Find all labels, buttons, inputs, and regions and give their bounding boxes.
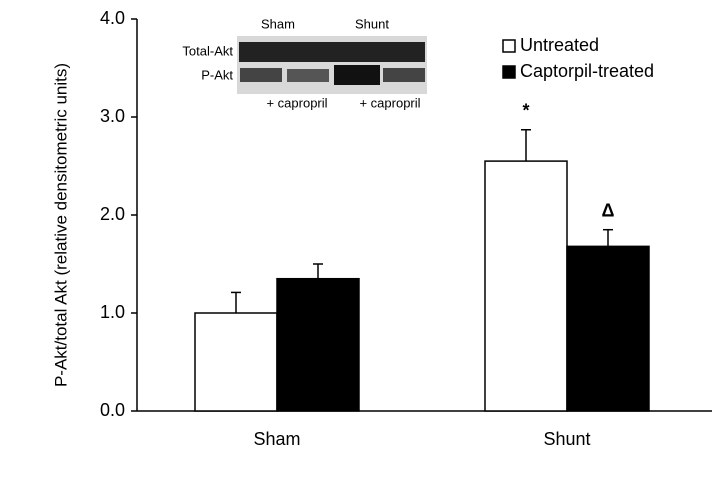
inset-blot <box>237 36 427 94</box>
bar <box>194 312 278 412</box>
legend-label: Captorpil-treated <box>520 61 654 81</box>
y-axis-label: P-Akt/total Akt (relative densitometric … <box>51 63 70 387</box>
x-tick-label: Sham <box>253 429 300 449</box>
annotation: Δ <box>602 200 615 220</box>
blot-band <box>287 69 329 82</box>
legend-swatch <box>502 65 516 79</box>
annotation: * <box>522 100 529 120</box>
blot-band <box>239 42 425 62</box>
y-tick-label: 3.0 <box>100 106 125 126</box>
inset-row-label: P-Akt <box>201 67 233 82</box>
y-tick-label: 0.0 <box>100 400 125 420</box>
y-tick-label: 2.0 <box>100 204 125 224</box>
x-tick-label: Shunt <box>543 429 590 449</box>
inset-treatment-label: + capropril <box>359 95 420 110</box>
inset-column-label: Sham <box>261 16 295 31</box>
inset-column-label: Shunt <box>355 16 389 31</box>
bar <box>484 160 568 412</box>
blot-band <box>383 68 425 82</box>
inset-row-label: Total-Akt <box>182 43 233 58</box>
legend-label: Untreated <box>520 35 599 55</box>
bar <box>276 277 360 412</box>
legend-swatch <box>502 39 516 53</box>
inset-treatment-label: + capropril <box>266 95 327 110</box>
blot-band <box>334 65 380 85</box>
y-tick-label: 1.0 <box>100 302 125 322</box>
blot-band <box>240 68 282 82</box>
y-tick-label: 4.0 <box>100 8 125 28</box>
bar <box>566 245 650 412</box>
